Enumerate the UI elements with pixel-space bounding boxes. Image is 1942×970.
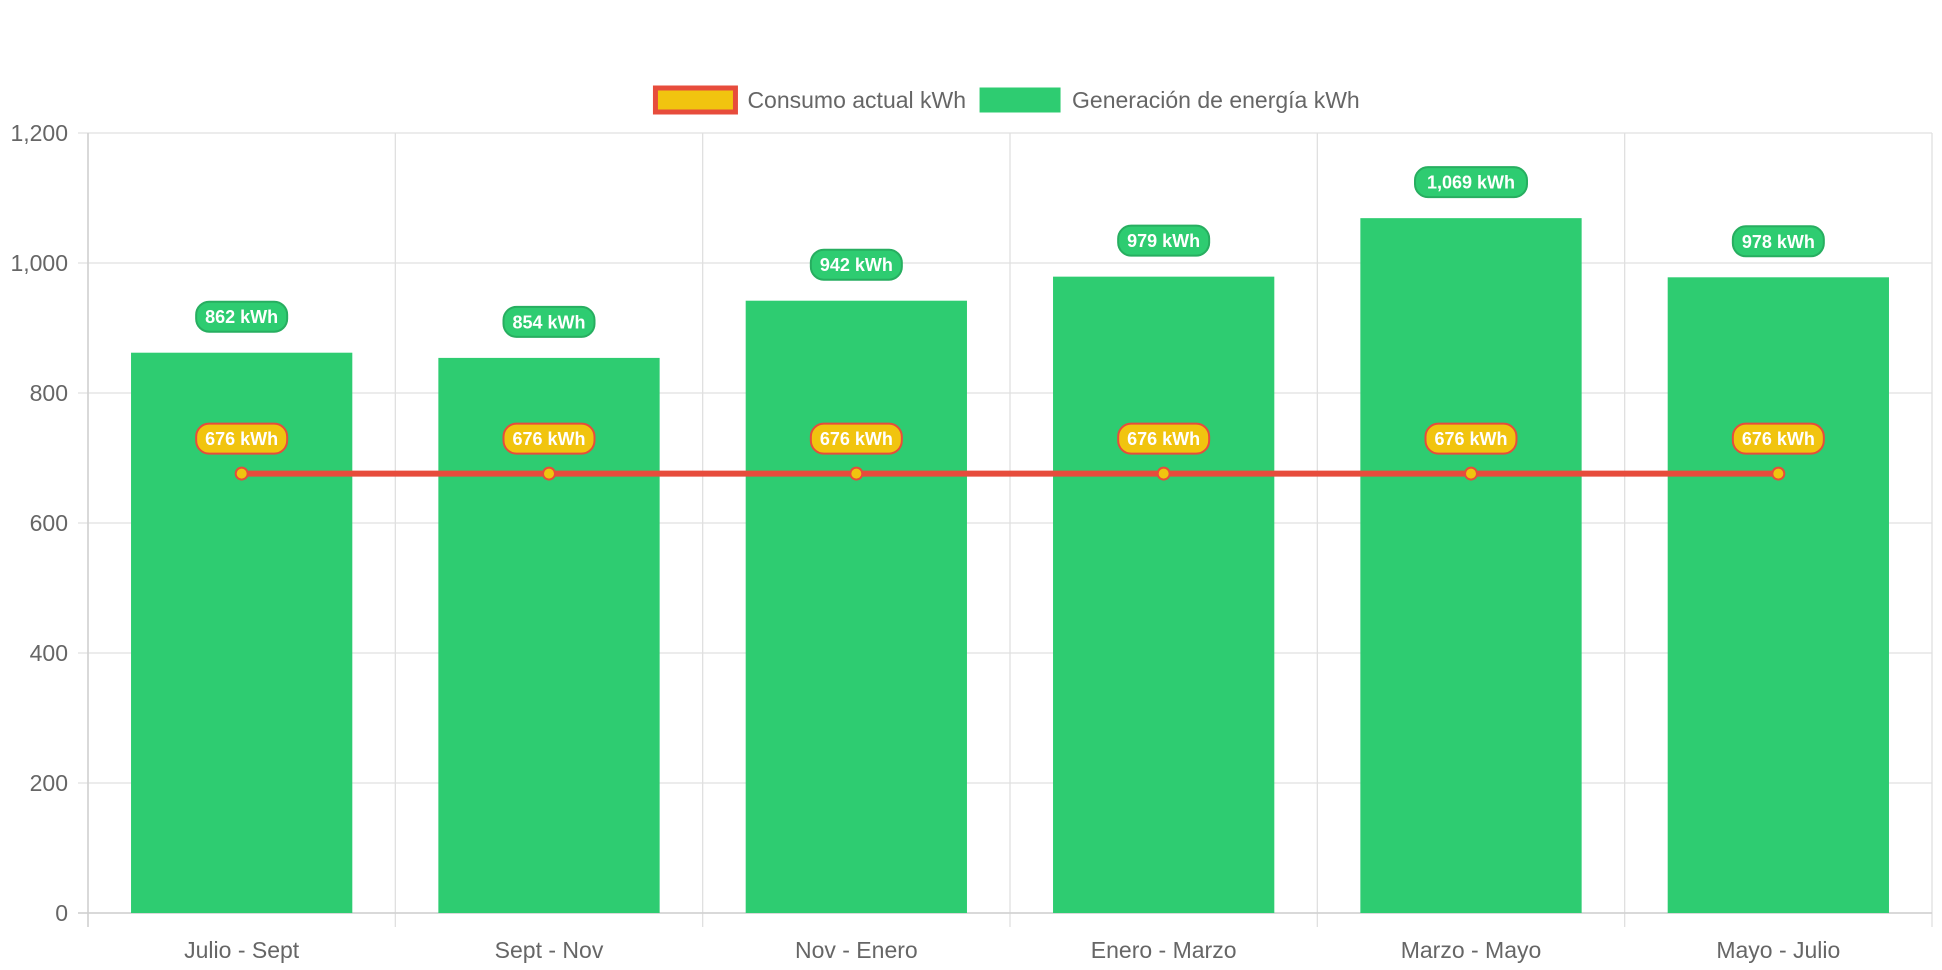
bar-value-label-bg — [1414, 166, 1528, 199]
bar-value-label-text: 942 kWh — [820, 255, 893, 275]
legend-label-generation: Generación de energía kWh — [1072, 87, 1360, 113]
bar-value-label: 979 kWh — [1117, 224, 1211, 257]
x-axis: Julio - Sept Sept - Nov Nov - Enero Enero -… — [184, 937, 1840, 963]
bar-value-label-bg — [1117, 224, 1211, 257]
legend-swatch-generation — [979, 87, 1061, 113]
bar-value-label: 862 kWh — [195, 300, 289, 333]
bar-series — [131, 218, 1889, 913]
x-tick-label: Sept - Nov — [495, 937, 604, 963]
bar-value-label-bg — [809, 248, 903, 281]
line-point — [234, 466, 249, 481]
y-tick-label: 0 — [55, 900, 68, 926]
y-axis: 0 200 400 600 800 1,000 1,200 — [10, 120, 68, 926]
legend-label-consumption: Consumo actual kWh — [747, 87, 966, 113]
bar-value-label-bg — [1731, 225, 1825, 258]
line-point — [542, 466, 556, 481]
grid-lines — [78, 132, 1933, 927]
line-point — [849, 466, 864, 481]
line-value-label-bg — [502, 422, 596, 455]
y-tick-label: 800 — [30, 380, 68, 406]
line-value-label-text: 676 kWh — [1434, 429, 1507, 449]
line-point — [1464, 466, 1478, 481]
x-tick-label: Mayo - Julio — [1716, 937, 1840, 963]
line-value-label-bg — [1117, 422, 1211, 455]
bar — [745, 300, 967, 913]
bar-value-label-text: 978 kWh — [1742, 232, 1815, 252]
line-value-label-bg — [1731, 422, 1825, 455]
bar-value-label: 978 kWh — [1731, 225, 1825, 258]
line-value-label: 676 kWh — [1424, 422, 1518, 455]
line-value-label: 676 kWh — [195, 422, 289, 455]
line-value-label-text: 676 kWh — [1127, 429, 1200, 449]
y-tick-label: 400 — [30, 640, 68, 666]
bar — [1667, 277, 1889, 913]
bar-value-label: 942 kWh — [809, 248, 903, 281]
line-value-label-bg — [195, 422, 289, 455]
bar-value-label-text: 854 kWh — [512, 312, 585, 332]
legend: Consumo actual kWh Generación de energía … — [652, 85, 1360, 115]
bar-value-label-bg — [502, 305, 596, 338]
bar-value-label-text: 862 kWh — [205, 307, 278, 327]
line-value-label-text: 676 kWh — [1742, 429, 1815, 449]
y-tick-label: 600 — [30, 510, 68, 536]
line-value-label: 676 kWh — [502, 422, 596, 455]
y-tick-label: 1,200 — [10, 120, 68, 146]
bar — [1360, 218, 1582, 913]
line-value-label-bg — [809, 422, 903, 455]
data-labels: 862 kWh 854 kWh 942 kWh 979 kWh 1,069 kWh 978… — [195, 166, 1825, 455]
line-value-label: 676 kWh — [1731, 422, 1825, 455]
x-tick-label: Julio - Sept — [184, 937, 300, 963]
line-value-label-text: 676 kWh — [820, 429, 893, 449]
bar-value-label: 854 kWh — [502, 305, 596, 338]
x-tick-label: Marzo - Mayo — [1401, 937, 1542, 963]
line-value-label: 676 kWh — [1117, 422, 1211, 455]
line-value-label-bg — [1424, 422, 1518, 455]
line-point — [1156, 466, 1171, 481]
y-tick-label: 1,000 — [10, 250, 68, 276]
y-tick-label: 200 — [30, 770, 68, 796]
legend-swatch-consumption — [652, 85, 738, 115]
bar-value-label-text: 1,069 kWh — [1427, 173, 1515, 193]
line-series — [234, 466, 1786, 481]
line-point — [1771, 466, 1786, 481]
x-tick-label: Enero - Marzo — [1091, 937, 1237, 963]
bar-value-label-bg — [195, 300, 289, 333]
bar — [1053, 276, 1275, 913]
x-tick-label: Nov - Enero — [795, 937, 918, 963]
line-value-label: 676 kWh — [809, 422, 903, 455]
line-value-label-text: 676 kWh — [205, 429, 278, 449]
line-value-label-text: 676 kWh — [512, 429, 585, 449]
bar-value-label: 1,069 kWh — [1414, 166, 1528, 199]
bar-value-label-text: 979 kWh — [1127, 231, 1200, 251]
